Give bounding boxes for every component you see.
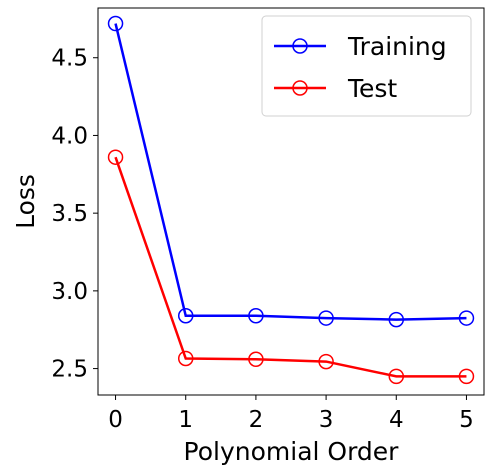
series-line-training <box>114 23 467 321</box>
x-tick-label-2: 2 <box>249 407 264 433</box>
legend-label-training: Training <box>347 32 447 61</box>
x-tick-label-4: 4 <box>389 407 404 433</box>
x-tick-label-3: 3 <box>319 407 334 433</box>
data-point-test-3 <box>318 353 334 370</box>
x-tick-label-0: 0 <box>108 407 123 433</box>
y-tick-label-2: 3.5 <box>51 201 88 227</box>
x-tick-label-1: 1 <box>178 407 193 433</box>
legend-label-test: Test <box>347 74 397 103</box>
x-axis-label: Polynomial Order <box>184 437 400 466</box>
legend-box <box>261 15 472 117</box>
data-point-test-2 <box>248 351 264 368</box>
data-point-training-3 <box>318 310 334 326</box>
plot-frame <box>97 7 485 396</box>
axes-layer: 0 1 2 3 4 5 2.5 3.0 3.5 4.0 4.5 Polynomial Order Los… <box>11 7 485 466</box>
legend-marker-test <box>292 80 308 96</box>
x-tick-label-5: 5 <box>459 407 474 433</box>
data-point-training-5 <box>458 310 475 326</box>
y-tick-label-3: 4.0 <box>51 123 88 149</box>
data-point-training-1 <box>177 307 194 324</box>
y-tick-label-0: 2.5 <box>51 357 88 383</box>
data-point-test-1 <box>177 350 194 367</box>
legend: Training Test <box>261 15 472 117</box>
series-line-test <box>114 156 467 378</box>
y-axis-label: Loss <box>11 174 40 229</box>
y-tick-label-1: 3.0 <box>51 279 88 305</box>
data-point-test-5 <box>458 368 475 385</box>
data-point-test-0 <box>107 149 124 165</box>
data-point-training-4 <box>388 311 405 328</box>
y-tick-label-4: 4.5 <box>51 46 88 72</box>
data-point-training-0 <box>107 15 124 32</box>
data-point-training-2 <box>248 307 264 324</box>
data-point-test-4 <box>388 368 405 385</box>
series-layer <box>107 15 475 385</box>
legend-marker-training <box>292 38 308 54</box>
